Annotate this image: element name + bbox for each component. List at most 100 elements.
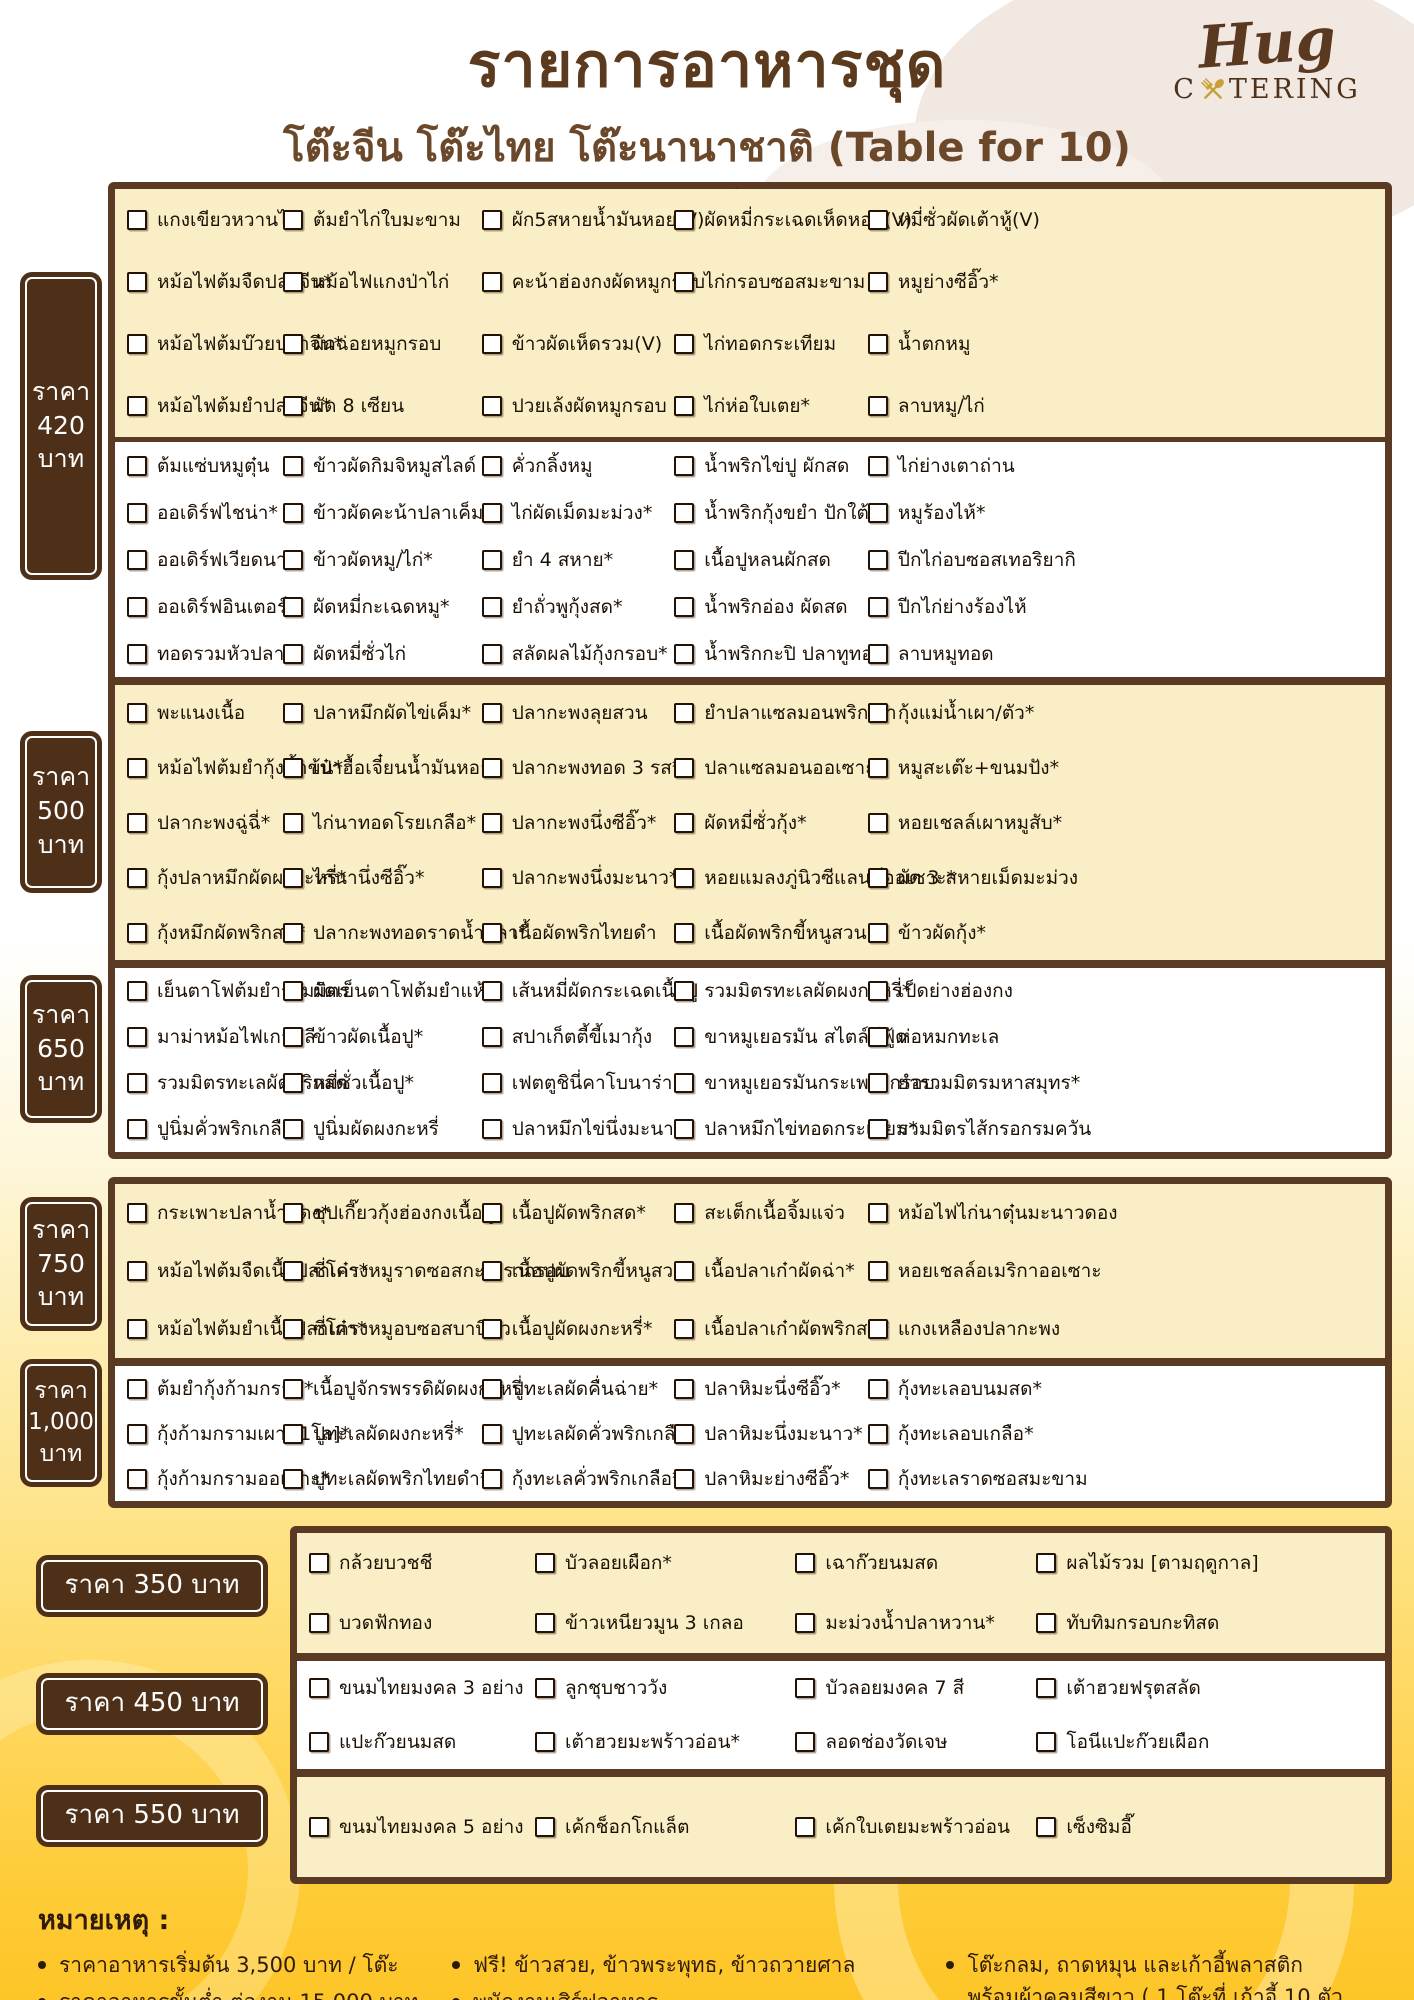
checkbox-icon[interactable]	[867, 549, 888, 570]
checkbox-icon[interactable]	[674, 1027, 695, 1047]
menu-item[interactable]: ปลาหมึกไข่ทอดกระเทียม*	[674, 1114, 918, 1144]
checkbox-icon[interactable]	[1036, 1553, 1057, 1573]
checkbox-icon[interactable]	[795, 1613, 816, 1633]
checkbox-icon[interactable]	[127, 1073, 147, 1093]
menu-item[interactable]: เนื้อปูผัดพริกสด*	[481, 1198, 674, 1228]
menu-item[interactable]: มาม่าหม้อไฟเกาหลี	[127, 1022, 316, 1052]
checkbox-icon[interactable]	[481, 272, 502, 292]
checkbox-icon[interactable]	[795, 1553, 816, 1573]
checkbox-icon[interactable]	[674, 1261, 695, 1281]
menu-item[interactable]: เค้กช็อกโกแล็ต	[534, 1812, 795, 1842]
menu-item[interactable]: ขาหมูเยอรมัน สไตล์ซีฟู้ด	[674, 1022, 908, 1052]
checkbox-icon[interactable]	[127, 981, 147, 1001]
checkbox-icon[interactable]	[127, 272, 147, 292]
checkbox-icon[interactable]	[282, 1203, 303, 1223]
checkbox-icon[interactable]	[674, 757, 695, 778]
menu-item[interactable]: ขนมไทยมงคล 5 อย่าง	[309, 1812, 535, 1842]
checkbox-icon[interactable]	[1036, 1817, 1057, 1837]
checkbox-icon[interactable]	[481, 922, 502, 943]
checkbox-icon[interactable]	[127, 1203, 147, 1223]
menu-item[interactable]: กุ้งแม่น้ำเผา/ตัว*	[867, 698, 1385, 728]
menu-item[interactable]: หม้อไฟต้มยำเนื้อปลาเก๋า*	[127, 1314, 367, 1344]
menu-item[interactable]: บัวลอยมงคล 7 สี	[795, 1673, 1036, 1703]
menu-item[interactable]: ไก่นานึ่งซีอิ๊ว*	[282, 863, 482, 893]
checkbox-icon[interactable]	[867, 1468, 888, 1489]
menu-item[interactable]: ออเดิร์ฟอินเตอร์	[127, 592, 287, 622]
menu-item[interactable]: ขนมไทยมงคล 3 อย่าง	[309, 1673, 535, 1703]
checkbox-icon[interactable]	[481, 757, 502, 778]
menu-item[interactable]: มะม่วงน้ำปลาหวาน*	[795, 1608, 1036, 1638]
menu-item[interactable]: เต้าฮวยฟรุตสลัด	[1036, 1673, 1385, 1703]
menu-item[interactable]: ลอดช่องวัดเจษ	[795, 1727, 1036, 1757]
menu-item[interactable]: ห่อหมกทะเล	[867, 1022, 1385, 1052]
checkbox-icon[interactable]	[1036, 1678, 1057, 1698]
checkbox-icon[interactable]	[127, 867, 147, 888]
checkbox-icon[interactable]	[127, 643, 147, 664]
checkbox-icon[interactable]	[867, 867, 888, 888]
menu-item[interactable]: ออเดิร์ฟไชน่า*	[127, 498, 283, 528]
menu-item[interactable]: เย็นตาโฟต้มยำรวมมิตร	[127, 976, 349, 1006]
menu-item[interactable]: ข้าวผัดเห็ดรวม(V)	[481, 329, 674, 359]
menu-item[interactable]: ผัดหมี่กะเฉดหมู*	[282, 592, 482, 622]
checkbox-icon[interactable]	[481, 643, 502, 664]
menu-item[interactable]: กุ้งทะเลคั่วพริกเกลือ*	[481, 1464, 682, 1494]
menu-item[interactable]: หม้อไฟแกงป่าไก่	[282, 267, 482, 297]
menu-item[interactable]: ปูนิ่มผัดผงกะหรี่	[282, 1114, 482, 1144]
checkbox-icon[interactable]	[282, 396, 303, 416]
checkbox-icon[interactable]	[674, 396, 695, 416]
checkbox-icon[interactable]	[674, 867, 695, 888]
checkbox-icon[interactable]	[674, 1073, 695, 1093]
menu-item[interactable]: น้ำพริกกุ้งขยำ ปักใต้	[674, 498, 869, 528]
checkbox-icon[interactable]	[867, 1203, 888, 1223]
menu-item[interactable]: ลาบหมูทอด	[867, 639, 1385, 669]
menu-item[interactable]: กุ้งทะเลอบเกลือ*	[867, 1419, 1385, 1449]
menu-item[interactable]: กุ้งก้ามกรามออเซาะ*	[127, 1464, 330, 1494]
menu-item[interactable]: ผัด 3 สหายเม็ดมะม่วง	[867, 863, 1385, 893]
checkbox-icon[interactable]	[867, 981, 888, 1001]
checkbox-icon[interactable]	[481, 455, 502, 476]
checkbox-icon[interactable]	[127, 396, 147, 416]
checkbox-icon[interactable]	[309, 1817, 329, 1837]
menu-item[interactable]: หม้อไฟไก่นาตุ๋นมะนาวดอง	[867, 1198, 1385, 1228]
menu-item[interactable]: ปลากะพงทอด 3 รส*	[481, 753, 681, 783]
checkbox-icon[interactable]	[867, 922, 888, 943]
menu-item[interactable]: กุ้งทะเลราดซอสมะขาม	[867, 1464, 1385, 1494]
checkbox-icon[interactable]	[674, 502, 695, 523]
menu-item[interactable]: ผัด 8 เซียน	[282, 391, 482, 421]
checkbox-icon[interactable]	[674, 272, 695, 292]
menu-item[interactable]: ปลากะพงลุยสวน	[481, 698, 674, 728]
menu-item[interactable]: น้ำพริกไข่ปู ผักสด	[674, 451, 868, 481]
menu-item[interactable]: เนื้อผัดพริกไทยดำ	[481, 918, 674, 948]
checkbox-icon[interactable]	[127, 334, 147, 354]
checkbox-icon[interactable]	[282, 455, 303, 476]
menu-item[interactable]: พะแนงเนื้อ	[127, 698, 283, 728]
checkbox-icon[interactable]	[867, 1027, 888, 1047]
checkbox-icon[interactable]	[867, 455, 888, 476]
checkbox-icon[interactable]	[127, 922, 147, 943]
checkbox-icon[interactable]	[674, 1203, 695, 1223]
checkbox-icon[interactable]	[867, 210, 888, 230]
menu-item[interactable]: น้ำตกหมู	[867, 329, 1385, 359]
checkbox-icon[interactable]	[674, 702, 695, 723]
menu-item[interactable]: ทอดรวมหัวปลา*	[127, 639, 294, 669]
menu-item[interactable]: เฟตตูชินี่คาโบนาร่า	[481, 1068, 674, 1098]
menu-item[interactable]: เนื้อผัดพริกขี้หนูสวน	[674, 918, 868, 948]
checkbox-icon[interactable]	[282, 272, 303, 292]
menu-item[interactable]: ผัก5สหายน้ำมันหอย(V)	[481, 205, 704, 235]
checkbox-icon[interactable]	[282, 922, 303, 943]
menu-item[interactable]: กุ้งปลาหมึกผัดผงกะหรี่*	[127, 863, 347, 893]
menu-item[interactable]: ข้าวเหนียวมูน 3 เกลอ	[534, 1608, 795, 1638]
menu-item[interactable]: ไก่ห่อใบเตย*	[674, 391, 868, 421]
checkbox-icon[interactable]	[481, 981, 502, 1001]
menu-item[interactable]: หม้อไฟต้มยำกุ้งน้ำข้น*	[127, 753, 343, 783]
checkbox-icon[interactable]	[795, 1678, 816, 1698]
checkbox-icon[interactable]	[1036, 1732, 1057, 1752]
checkbox-icon[interactable]	[674, 1319, 695, 1339]
checkbox-icon[interactable]	[127, 757, 147, 778]
checkbox-icon[interactable]	[309, 1553, 329, 1573]
menu-item[interactable]: น้ำพริกกะปิ ปลาทูทอด	[674, 639, 885, 669]
checkbox-icon[interactable]	[674, 596, 695, 617]
checkbox-icon[interactable]	[282, 981, 303, 1001]
checkbox-icon[interactable]	[867, 502, 888, 523]
menu-item[interactable]: เค้กใบเตยมะพร้าวอ่อน	[795, 1812, 1036, 1842]
